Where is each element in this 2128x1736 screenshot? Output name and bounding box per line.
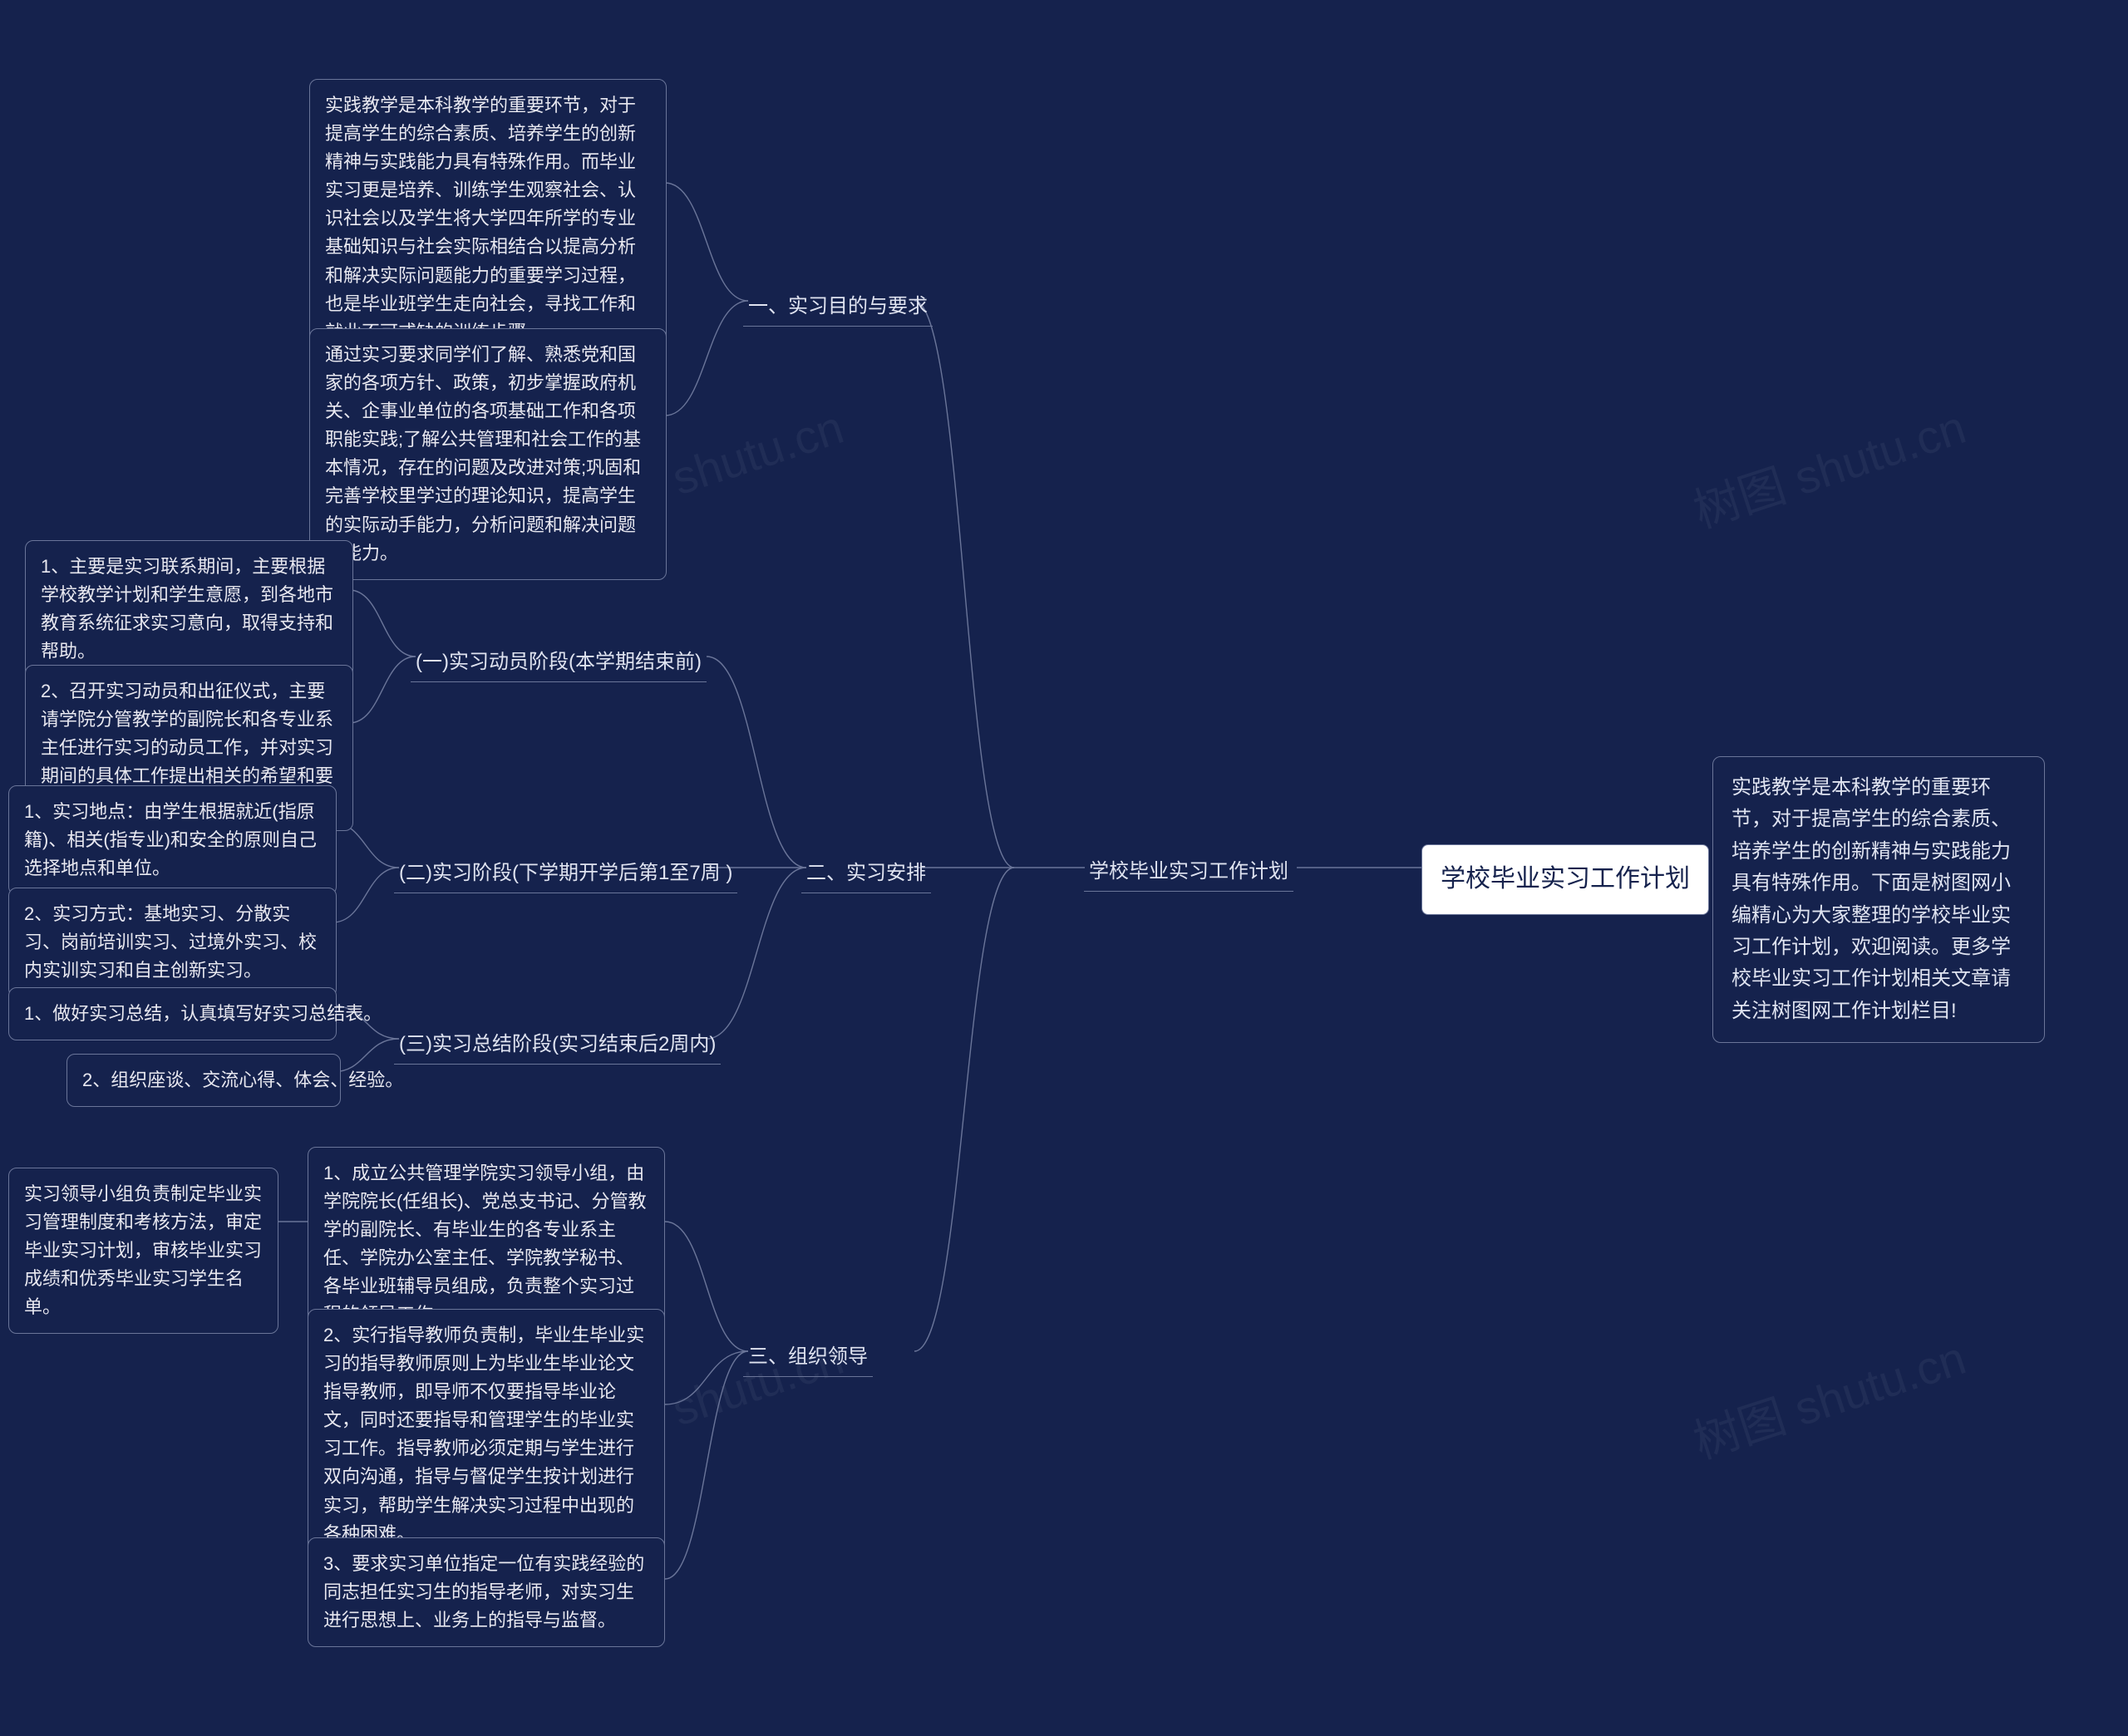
section3-label: 三、组织领导 xyxy=(748,1340,868,1369)
s1-item-a: 实践教学是本科教学的重要环节，对于提高学生的综合素质、培养学生的创新精神与实践能… xyxy=(309,79,667,359)
s2b-label: (二)实习阶段(下学期开学后第1至7周 ) xyxy=(399,856,732,885)
s1-item-b: 通过实习要求同学们了解、熟悉党和国家的各项方针、政策，初步掌握政府机关、企事业单… xyxy=(309,328,667,580)
watermark: 树图 shutu.cn xyxy=(1684,1321,1973,1473)
root-title: 学校毕业实习工作计划 xyxy=(1421,844,1709,915)
watermark: 树图 shutu.cn xyxy=(1684,391,1973,542)
s2a-label: (一)实习动员阶段(本学期结束前) xyxy=(416,645,702,674)
s3-item-b: 2、实行指导教师负责制，毕业生毕业实习的指导教师原则上为毕业生毕业论文指导教师，… xyxy=(308,1309,665,1561)
section1-label: 一、实习目的与要求 xyxy=(748,289,928,318)
root-description: 实践教学是本科教学的重要环节，对于提高学生的综合素质、培养学生的创新精神与实践能… xyxy=(1712,756,2045,1043)
s2c-i1: 1、做好实习总结，认真填写好实习总结表。 xyxy=(8,987,337,1040)
section2-label: 二、实习安排 xyxy=(806,856,926,885)
s3-item-c: 3、要求实习单位指定一位有实践经验的同志担任实习生的指导老师，对实习生进行思想上… xyxy=(308,1537,665,1647)
s2b-i1: 1、实习地点：由学生根据就近(指原籍)、相关(指专业)和安全的原则自己选择地点和… xyxy=(8,785,337,895)
s2a-i1: 1、主要是实习联系期间，主要根据学校教学计划和学生意愿，到各地市教育系统征求实习… xyxy=(25,540,353,678)
s3-item-a-extra: 实习领导小组负责制定毕业实习管理制度和考核方法，审定毕业实习计划，审核毕业实习成… xyxy=(8,1168,278,1334)
s2c-i2: 2、组织座谈、交流心得、体会、经验。 xyxy=(66,1054,341,1107)
s2b-i2: 2、实习方式：基地实习、分散实习、岗前培训实习、过境外实习、校内实训实习和自主创… xyxy=(8,888,337,997)
s2c-label: (三)实习总结阶段(实习结束后2周内) xyxy=(399,1027,716,1056)
level1-label: 学校毕业实习工作计划 xyxy=(1089,854,1288,883)
